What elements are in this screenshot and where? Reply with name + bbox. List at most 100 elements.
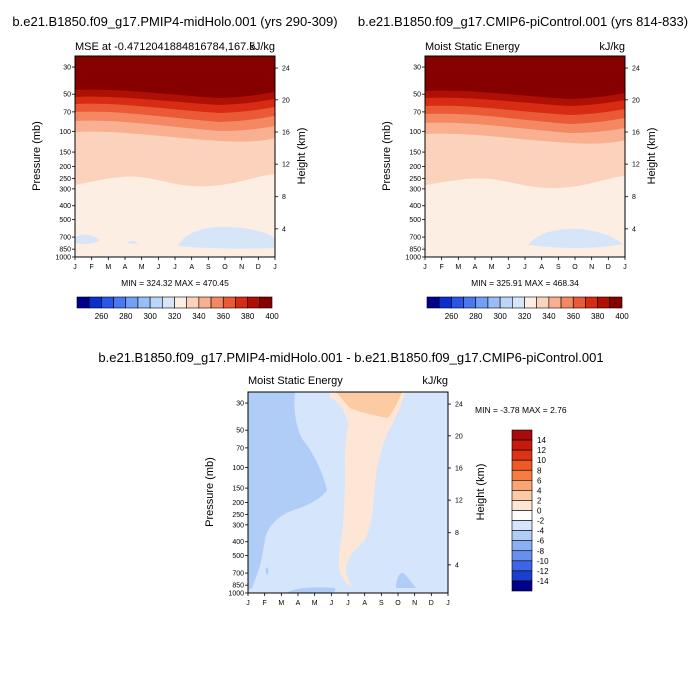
colorbar-swatch: [511, 459, 533, 471]
y-tick-label: 100: [409, 129, 421, 136]
colorbar-label: 280: [119, 312, 133, 321]
x-tick-label: J: [346, 600, 350, 607]
colorbar-swatch: [247, 296, 261, 309]
colorbar-swatch: [585, 296, 598, 309]
y-tick-label: 50: [63, 92, 71, 99]
contour-band-330: [127, 240, 138, 244]
colorbar-label: -4: [537, 527, 545, 536]
y-tick-label: 400: [59, 203, 71, 210]
colorbar-swatch: [259, 296, 273, 309]
colorbar-label: 260: [95, 312, 109, 321]
x-tick-label: J: [157, 264, 161, 271]
panel-title: b.e21.B1850.f09_g17.CMIP6-piControl.001 …: [358, 14, 688, 29]
colorbar-label: 280: [469, 312, 483, 321]
colorbar-swatch: [511, 429, 533, 441]
x-tick-label: A: [362, 600, 367, 607]
y-tick-label: 250: [232, 512, 244, 519]
y-tick-label: 300: [59, 186, 71, 193]
min-max-readout: MIN = -3.78 MAX = 2.76: [475, 405, 567, 415]
y-tick-label: 100: [59, 129, 71, 136]
colorbar-label: 300: [493, 312, 507, 321]
colorbar-swatch: [451, 296, 464, 309]
y-right-tick-label: 4: [455, 562, 459, 569]
x-tick-label: N: [239, 264, 244, 271]
contour-band-neg2: [265, 567, 269, 575]
panel-left-label: Moist Static Energy: [248, 375, 343, 387]
colorbar-swatch: [511, 480, 533, 491]
panel-midholo: b.e21.B1850.f09_g17.PMIP4-midHolo.001 (y…: [12, 14, 337, 321]
x-tick-label: M: [455, 264, 461, 271]
colorbar-swatch: [511, 580, 533, 592]
y-right-tick-label: 4: [632, 226, 636, 233]
x-tick-label: S: [206, 264, 211, 271]
colorbar-label: 12: [537, 446, 546, 455]
y-tick-label: 500: [409, 217, 421, 224]
y-tick-label: 70: [63, 109, 71, 116]
y-tick-label: 850: [59, 247, 71, 254]
x-tick-label: A: [539, 264, 544, 271]
contour-field: [425, 56, 625, 257]
y-right-tick-label: 4: [282, 226, 286, 233]
y-right-tick-label: 8: [632, 194, 636, 201]
x-tick-label: J: [523, 264, 527, 271]
y-tick-label: 100: [232, 465, 244, 472]
y-tick-label: 30: [63, 65, 71, 72]
colorbar-label: 360: [567, 312, 581, 321]
y-tick-label: 500: [59, 217, 71, 224]
colorbar-swatch: [511, 560, 533, 572]
colorbar-swatch: [560, 296, 574, 309]
y-tick-label: 70: [413, 109, 421, 116]
x-tick-label: J: [446, 600, 450, 607]
colorbar-swatch: [149, 296, 163, 309]
colorbar-swatch: [511, 510, 533, 521]
panel-title: b.e21.B1850.f09_g17.PMIP4-midHolo.001 - …: [98, 350, 603, 365]
colorbar-swatch: [511, 490, 533, 501]
colorbar-swatch: [186, 296, 200, 309]
y-right-tick-label: 16: [455, 465, 463, 472]
x-tick-label: A: [296, 600, 301, 607]
colorbar-swatch: [511, 500, 533, 511]
y-tick-label: 200: [59, 164, 71, 171]
colorbar-swatch: [511, 469, 533, 481]
y-tick-label: 500: [232, 553, 244, 560]
panel-units-label: kJ/kg: [599, 41, 625, 53]
contour-band-neg2: [396, 572, 416, 588]
colorbar-swatch: [76, 296, 90, 309]
colorbar-swatch: [572, 296, 586, 309]
colorbar-swatch: [222, 296, 236, 309]
y-axis-right-title: Height (km): [475, 464, 487, 521]
x-tick-label: O: [395, 600, 401, 607]
colorbar-swatch: [101, 296, 114, 309]
y-tick-label: 400: [232, 539, 244, 546]
x-tick-label: J: [273, 264, 277, 271]
axes: J F M A M J J A S O N D J 30 50 70 100 150 200 250 300 400 500…: [55, 65, 289, 271]
colorbar-label: 2: [537, 496, 542, 505]
colorbar-swatch: [499, 296, 513, 309]
colorbar-swatch: [487, 296, 501, 309]
colorbar-label: -10: [537, 557, 549, 566]
y-right-tick-label: 12: [455, 498, 463, 505]
min-max-readout: MIN = 324.32 MAX = 470.45: [121, 278, 229, 288]
colorbar-swatch: [511, 540, 533, 552]
x-tick-label: D: [429, 600, 434, 607]
x-tick-label: J: [246, 600, 250, 607]
y-tick-label: 700: [409, 235, 421, 242]
y-tick-label: 200: [409, 164, 421, 171]
y-right-tick-label: 12: [632, 162, 640, 169]
x-tick-label: A: [473, 264, 478, 271]
y-tick-label: 300: [232, 522, 244, 529]
colorbar-label: 4: [537, 486, 542, 495]
y-tick-label: 200: [232, 500, 244, 507]
panel-difference: b.e21.B1850.f09_g17.PMIP4-midHolo.001 - …: [98, 350, 603, 607]
colorbar-label: 380: [591, 312, 605, 321]
contour-band-330: [178, 226, 275, 249]
colorbar-label: 14: [537, 436, 546, 445]
x-tick-label: J: [507, 264, 511, 271]
colorbar-swatch: [511, 530, 533, 541]
y-axis-right-title: Height (km): [296, 128, 308, 185]
y-tick-label: 250: [409, 176, 421, 183]
contour-field: [75, 56, 275, 257]
x-tick-label: O: [572, 264, 578, 271]
